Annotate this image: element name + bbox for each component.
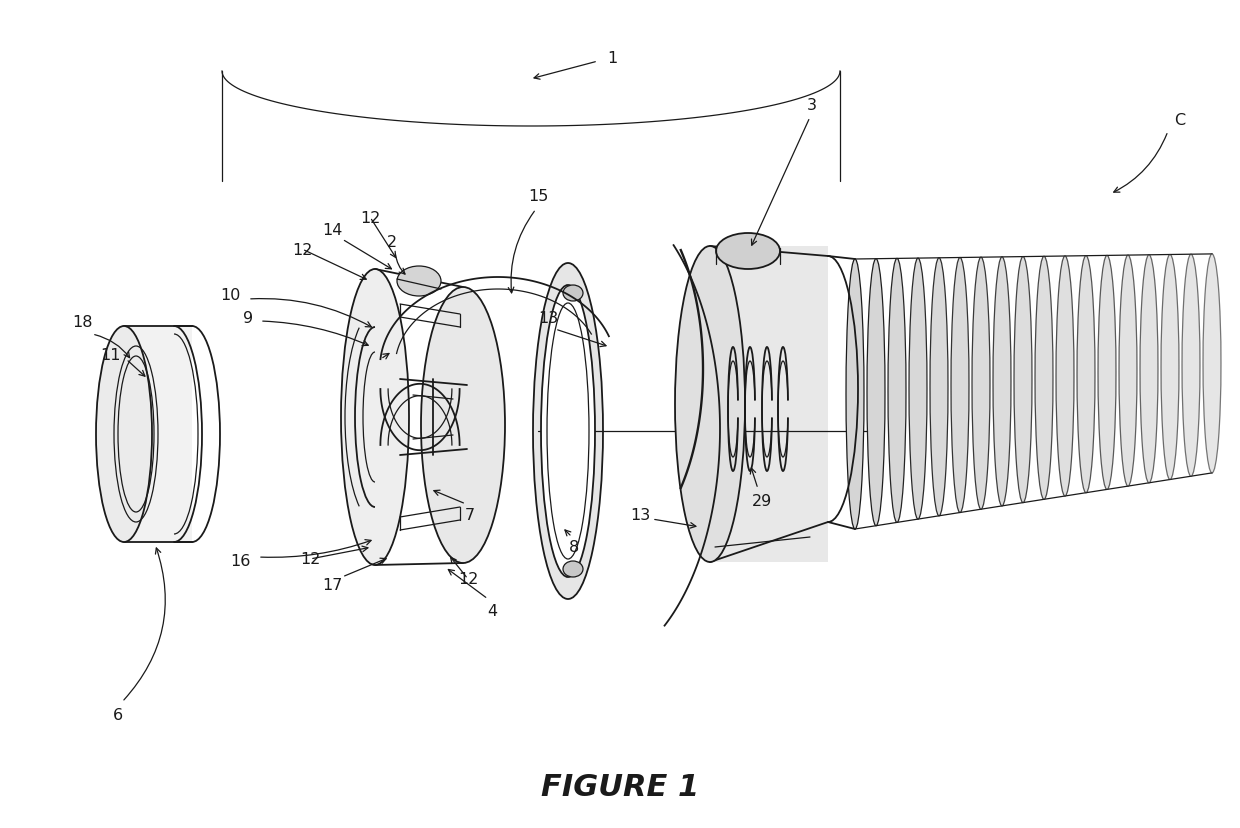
Text: 1: 1 — [606, 51, 618, 65]
Ellipse shape — [909, 259, 928, 519]
Text: 10: 10 — [219, 287, 241, 302]
Ellipse shape — [1035, 257, 1053, 499]
Ellipse shape — [95, 326, 153, 542]
Text: 13: 13 — [538, 310, 558, 325]
Ellipse shape — [715, 233, 780, 270]
Ellipse shape — [1182, 255, 1200, 477]
Ellipse shape — [972, 258, 990, 509]
Ellipse shape — [541, 286, 595, 577]
Ellipse shape — [951, 258, 968, 513]
Text: C: C — [1174, 113, 1185, 128]
Ellipse shape — [675, 247, 745, 562]
Ellipse shape — [1140, 256, 1158, 484]
Text: 29: 29 — [751, 494, 773, 509]
Text: 2: 2 — [387, 234, 397, 249]
Ellipse shape — [888, 259, 906, 522]
Text: 4: 4 — [487, 604, 497, 619]
Ellipse shape — [846, 260, 864, 529]
Ellipse shape — [563, 286, 583, 301]
Ellipse shape — [1161, 255, 1179, 480]
Text: 12: 12 — [360, 210, 381, 225]
Ellipse shape — [1078, 257, 1095, 493]
Ellipse shape — [563, 561, 583, 577]
Ellipse shape — [397, 267, 441, 296]
Ellipse shape — [422, 287, 505, 563]
Text: 3: 3 — [807, 98, 817, 113]
Ellipse shape — [993, 258, 1011, 506]
Text: 17: 17 — [322, 577, 342, 592]
Text: 9: 9 — [243, 310, 253, 325]
Ellipse shape — [1118, 256, 1137, 487]
Ellipse shape — [930, 258, 949, 516]
Text: 18: 18 — [72, 314, 92, 329]
Text: 14: 14 — [322, 222, 342, 237]
Text: 15: 15 — [528, 188, 548, 203]
FancyBboxPatch shape — [124, 326, 192, 542]
Ellipse shape — [533, 263, 603, 599]
Ellipse shape — [1203, 254, 1221, 474]
Ellipse shape — [1014, 258, 1032, 503]
Text: 12: 12 — [300, 551, 320, 567]
Ellipse shape — [1097, 256, 1116, 490]
Ellipse shape — [867, 259, 885, 526]
Ellipse shape — [1056, 257, 1074, 497]
Text: 6: 6 — [113, 706, 123, 722]
Text: 7: 7 — [465, 507, 475, 522]
Text: 16: 16 — [229, 554, 250, 569]
Text: 8: 8 — [569, 540, 579, 555]
Text: 13: 13 — [630, 507, 650, 522]
Text: 12: 12 — [291, 243, 312, 258]
FancyBboxPatch shape — [711, 247, 828, 562]
Text: 12: 12 — [458, 572, 479, 587]
Ellipse shape — [341, 270, 409, 566]
Text: 11: 11 — [99, 347, 120, 362]
Text: FIGURE 1: FIGURE 1 — [541, 773, 699, 802]
